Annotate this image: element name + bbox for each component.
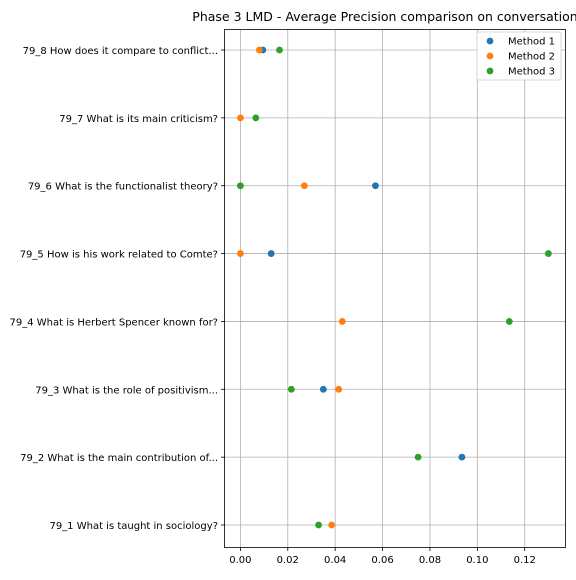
x-tick-label: 0.04 (324, 555, 346, 566)
legend-label: Method 2 (508, 52, 555, 63)
plot-frame (224, 29, 566, 548)
x-tick-label: 0.12 (514, 555, 536, 566)
y-tick-label: 79_5 How is his work related to Comte? (20, 250, 218, 261)
data-point-method-3 (287, 385, 295, 393)
x-tick-label: 0.02 (277, 555, 299, 566)
legend-marker (486, 67, 494, 75)
data-point-method-2 (335, 385, 343, 393)
data-point-method-3 (414, 453, 422, 461)
data-point-method-1 (267, 250, 275, 257)
y-axis: 79_1 What is taught in sociology? 79_2 Wh… (9, 46, 225, 532)
data-point-method-2 (328, 521, 336, 529)
y-tick-label: 79_3 What is the role of positivism... (35, 385, 218, 396)
legend-frame (476, 31, 562, 81)
data-point-method-3 (505, 318, 513, 325)
data-point-method-3 (252, 114, 260, 122)
points-layer (237, 46, 552, 529)
data-point-method-2 (237, 114, 244, 122)
legend-label: Method 1 (508, 37, 555, 48)
data-point-method-2 (300, 182, 308, 190)
data-point-method-3 (237, 182, 244, 190)
y-tick-label: 79_6 What is the functionalist theory? (28, 182, 218, 193)
data-point-method-1 (458, 453, 466, 461)
data-point-method-3 (545, 250, 552, 257)
y-tick-label: 79_8 How does it compare to conflict... (23, 46, 218, 57)
y-tick-label: 79_1 What is taught in sociology? (49, 521, 218, 532)
data-point-method-2 (237, 250, 244, 257)
y-tick-label: 79_2 What is the main contribution of... (20, 453, 218, 464)
grid-layer (225, 30, 565, 547)
y-tick-label: 79_4 What is Herbert Spencer known for? (9, 317, 218, 328)
data-point-method-1 (372, 182, 379, 190)
data-point-method-3 (276, 46, 283, 54)
x-tick-label: 0.10 (466, 555, 488, 566)
legend-label: Method 3 (508, 67, 555, 78)
legend: Method 1 Method 2 Method 3 (476, 31, 562, 81)
x-tick-label: 0.08 (419, 555, 441, 566)
data-point-method-2 (338, 318, 346, 325)
data-point-method-1 (319, 385, 327, 393)
x-axis: 0.00 0.02 0.04 0.06 0.08 0.10 0.12 (229, 547, 536, 566)
y-tick-label: 79_7 What is its main criticism? (59, 114, 218, 125)
x-tick-label: 0.00 (229, 555, 251, 566)
x-tick-label: 0.06 (371, 555, 393, 566)
data-point-method-2 (255, 46, 263, 54)
chart-title: Phase 3 LMD - Average Precision comparis… (192, 9, 576, 24)
legend-marker (486, 52, 494, 60)
legend-marker (486, 37, 494, 45)
data-point-method-3 (315, 521, 322, 529)
